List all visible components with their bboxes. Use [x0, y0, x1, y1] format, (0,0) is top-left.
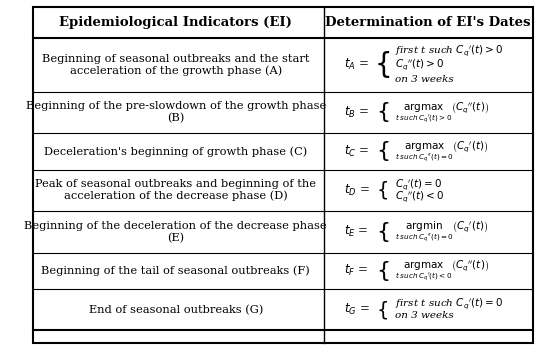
Text: on 3 weeks: on 3 weeks [395, 75, 453, 84]
Text: $\underset{t \; such \; C_q{}'(t)>0}{\mathrm{argmax}}\left(C_q{}''(t)\right)$: $\underset{t \; such \; C_q{}'(t)>0}{\ma… [395, 100, 489, 125]
Text: $\underset{t \; such \; C_q{}''(t)=0}{\mathrm{argmin}}\left(C_q{}'(t)\right)$: $\underset{t \; such \; C_q{}''(t)=0}{\m… [395, 219, 489, 244]
Text: first t such $C_q{}'(t) = 0$: first t such $C_q{}'(t) = 0$ [395, 297, 503, 311]
Text: $\{$: $\{$ [376, 299, 388, 321]
Text: $C_q{}''(t) < 0$: $C_q{}''(t) < 0$ [395, 189, 444, 203]
Text: $t_B$ =: $t_B$ = [344, 105, 369, 120]
Text: $t_G$ =: $t_G$ = [344, 302, 369, 317]
Text: $t_F$ =: $t_F$ = [344, 263, 368, 278]
Text: Deceleration's beginning of growth phase (C): Deceleration's beginning of growth phase… [44, 146, 307, 157]
Text: Beginning of the tail of seasonal outbreaks (F): Beginning of the tail of seasonal outbre… [41, 265, 310, 276]
Text: $t_A$ =: $t_A$ = [344, 57, 369, 72]
Text: $\{$: $\{$ [376, 139, 389, 163]
Text: $\{$: $\{$ [376, 220, 389, 244]
Text: $\{$: $\{$ [374, 49, 390, 80]
Text: Beginning of the pre-slowdown of the growth phase
(B): Beginning of the pre-slowdown of the gro… [26, 101, 326, 124]
Text: Determination of EI's Dates: Determination of EI's Dates [326, 16, 531, 29]
Text: $t_E$ =: $t_E$ = [344, 224, 368, 239]
Text: Beginning of the deceleration of the decrease phase
(E): Beginning of the deceleration of the dec… [25, 221, 327, 243]
Text: first t such $C_q{}'(t) > 0$: first t such $C_q{}'(t) > 0$ [395, 43, 503, 58]
Text: $C_q{}'(t) = 0$: $C_q{}'(t) = 0$ [395, 177, 442, 192]
Text: $t_C$ =: $t_C$ = [344, 144, 369, 159]
Text: $\{$: $\{$ [376, 179, 388, 201]
Text: on 3 weeks: on 3 weeks [395, 311, 453, 320]
Text: Epidemiological Indicators (EI): Epidemiological Indicators (EI) [59, 16, 292, 29]
Text: $\{$: $\{$ [376, 259, 389, 283]
Text: $\underset{t \; such \; C_q{}'(t)<0}{\mathrm{argmax}}\left(C_q{}''(t)\right)$: $\underset{t \; such \; C_q{}'(t)<0}{\ma… [395, 258, 489, 283]
Text: $C_q{}''(t) > 0$: $C_q{}''(t) > 0$ [395, 57, 444, 72]
Text: $\underset{t \; such \; C_q{}''(t)=0}{\mathrm{argmax}}\left(C_q{}'(t)\right)$: $\underset{t \; such \; C_q{}''(t)=0}{\m… [395, 139, 489, 164]
Text: Peak of seasonal outbreaks and beginning of the
acceleration of the decrease pha: Peak of seasonal outbreaks and beginning… [35, 179, 316, 201]
Text: $t_D$ =: $t_D$ = [344, 183, 369, 198]
Text: $\{$: $\{$ [376, 100, 389, 125]
Text: End of seasonal outbreaks (G): End of seasonal outbreaks (G) [88, 304, 263, 315]
Text: Beginning of seasonal outbreaks and the start
acceleration of the growth phase (: Beginning of seasonal outbreaks and the … [42, 54, 310, 76]
